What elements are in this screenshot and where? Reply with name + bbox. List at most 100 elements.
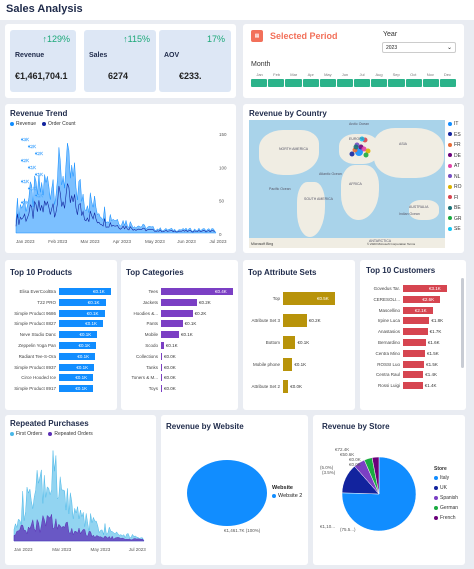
product-bar[interactable]	[59, 385, 94, 393]
category-bar[interactable]	[161, 298, 197, 306]
country-code: FR	[454, 142, 461, 148]
product-bar[interactable]	[59, 288, 111, 295]
country-code: DE	[454, 152, 461, 159]
customer-bar[interactable]	[403, 382, 423, 390]
right-axis-tick: 50	[219, 199, 225, 204]
legend-repeated-orders: Repeated Orders	[48, 431, 93, 437]
legend-dot	[448, 153, 452, 158]
year-label: Year	[383, 31, 398, 38]
store-data-label: (5.0%)	[320, 465, 334, 470]
month-segment-oct[interactable]	[405, 79, 422, 87]
customer-value: €1.6K	[427, 340, 440, 345]
store-pie[interactable]	[340, 455, 418, 533]
month-segment-may[interactable]	[319, 79, 336, 87]
customer-bar[interactable]	[403, 339, 426, 346]
customer-bar[interactable]	[403, 328, 428, 336]
country-legend-item: DE	[448, 153, 461, 159]
product-bar[interactable]	[59, 331, 98, 339]
month-label-jul: Jul	[359, 72, 365, 77]
product-bar[interactable]	[59, 320, 104, 328]
x-axis-tick: Jan 2023	[16, 239, 35, 244]
month-label-aug: Aug	[375, 72, 383, 77]
x-axis-tick: May 2023	[145, 239, 165, 244]
category-bar[interactable]	[161, 288, 233, 295]
product-label: Simple Product 8937	[14, 364, 56, 370]
app-header: Sales Analysis	[0, 0, 474, 20]
category-bar[interactable]	[161, 309, 193, 317]
month-segment-jul[interactable]	[354, 79, 371, 87]
product-bar[interactable]	[59, 298, 106, 306]
category-bar[interactable]	[161, 385, 162, 393]
product-bar[interactable]	[59, 363, 95, 371]
month-segment-aug[interactable]	[371, 79, 388, 87]
legend-dot	[448, 174, 452, 179]
store-name: UK	[440, 485, 447, 491]
month-slicer[interactable]	[251, 79, 457, 87]
legend-dot	[434, 505, 438, 510]
attribute-set-value: €0.1K	[294, 362, 307, 367]
attribute-set-bar[interactable]	[283, 336, 296, 349]
category-bar[interactable]	[161, 352, 162, 360]
attribute-set-bar[interactable]	[283, 380, 289, 393]
data-label: €1K	[21, 179, 29, 184]
product-bar[interactable]	[59, 309, 105, 317]
customer-bar[interactable]	[403, 285, 447, 292]
month-segment-apr[interactable]	[302, 79, 319, 87]
product-bar[interactable]	[59, 374, 94, 382]
customer-label: Rossi Luigi	[377, 383, 400, 389]
month-segment-jun[interactable]	[336, 79, 354, 87]
customer-value: €1.8K	[431, 318, 444, 324]
month-segment-dec[interactable]	[439, 79, 457, 87]
category-bar[interactable]	[161, 342, 164, 349]
map-label: EUROPE	[349, 137, 364, 141]
store-name: French	[440, 515, 456, 521]
month-segment-nov[interactable]	[422, 79, 439, 87]
month-segment-jan[interactable]	[251, 79, 268, 87]
product-value: €0.1K	[86, 310, 99, 316]
customer-label: Centra Mino	[375, 350, 400, 356]
scrollbar[interactable]	[461, 278, 464, 368]
revenue-by-country-title: Revenue by Country	[249, 109, 327, 118]
revenue-trend-chart: €3K €2K €2K €2K €1K €1K €1K €1K €1K €0K 150 100 50 0 J…	[15, 132, 227, 244]
kpi-label: AOV	[164, 52, 180, 59]
customer-bar[interactable]	[403, 371, 424, 379]
category-bar[interactable]	[161, 320, 183, 328]
attribute-set-bar[interactable]	[283, 358, 293, 371]
kpi-change: ↑115%	[123, 34, 150, 44]
customer-bar[interactable]	[403, 295, 441, 303]
customer-label: Anastasios	[377, 329, 400, 335]
website-legend-item: Website 2	[272, 493, 302, 499]
website-pie[interactable]	[187, 460, 267, 526]
customer-bar[interactable]	[403, 349, 425, 357]
category-value: €0.1K	[165, 343, 178, 348]
customer-bar[interactable]	[403, 360, 425, 368]
customer-bar[interactable]	[403, 306, 433, 314]
month-segment-mar[interactable]	[285, 79, 302, 87]
product-bar[interactable]	[59, 352, 96, 360]
product-label: Zeppelin Yoga Pan	[18, 343, 56, 348]
attribute-set-bar[interactable]	[283, 314, 307, 327]
product-label: Elisa EverCoolBra	[19, 289, 56, 294]
category-value: €0.0K	[164, 375, 176, 381]
category-bar[interactable]	[161, 363, 162, 371]
month-segment-sep[interactable]	[388, 79, 405, 87]
first-orders-area	[13, 450, 145, 542]
x-axis-tick: May 2023	[90, 547, 110, 552]
x-axis-tick: Apr 2023	[113, 239, 132, 244]
customer-bar[interactable]	[403, 317, 430, 325]
repeated-orders-area	[13, 514, 145, 542]
attribute-set-value: €0.2K	[308, 318, 321, 323]
attribute-set-bar[interactable]	[283, 292, 335, 305]
category-label: Mobile	[144, 332, 158, 338]
store-name: Italy	[440, 475, 450, 481]
map-label: ANTARCTICA	[369, 239, 392, 243]
product-bar[interactable]	[59, 342, 97, 349]
world-map[interactable]: NORTH AMERICA EUROPE ASIA AFRICA SOUTH AMERI…	[249, 120, 445, 248]
category-bar[interactable]	[161, 331, 179, 339]
category-bar[interactable]	[161, 374, 162, 382]
product-value: €0.1K	[76, 364, 89, 370]
year-select[interactable]: 2023 ⌄	[382, 42, 456, 53]
store-legend-item: German	[434, 505, 458, 511]
legend-dot	[448, 163, 452, 168]
month-segment-feb[interactable]	[268, 79, 285, 87]
